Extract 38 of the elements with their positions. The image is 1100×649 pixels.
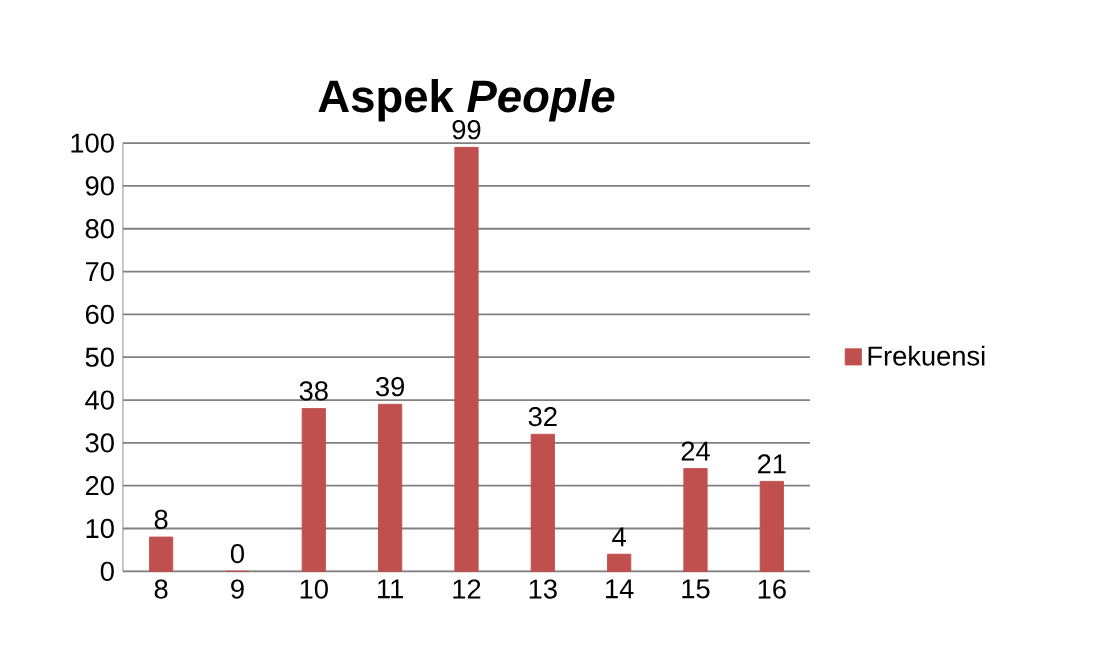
data-label: 39: [375, 376, 404, 397]
data-label: 24: [681, 441, 710, 461]
y-tick-label: 20: [85, 476, 114, 496]
bar: [301, 408, 326, 572]
x-tick-label: 9: [231, 579, 244, 599]
y-tick-label: 80: [85, 219, 114, 239]
data-label: 8: [154, 509, 168, 530]
data-label: 32: [528, 406, 557, 427]
data-label: 4: [612, 527, 626, 547]
bar: [378, 403, 403, 572]
bar: [683, 468, 708, 572]
x-tick-label: 8: [154, 579, 168, 599]
x-tick-label: 16: [758, 579, 786, 599]
data-label: 0: [230, 543, 244, 564]
x-tick-label: 13: [529, 579, 557, 599]
bar: [454, 146, 479, 572]
x-tick-label: 11: [378, 579, 403, 599]
legend-label: Frekuensi: [868, 345, 985, 366]
bar: [530, 433, 555, 572]
x-tick-label: 12: [453, 579, 481, 599]
data-label: 38: [299, 381, 328, 401]
y-tick-label: 40: [85, 390, 114, 410]
bar: [759, 480, 784, 572]
bar: [149, 536, 174, 572]
y-tick-label: 100: [71, 133, 114, 153]
x-tick-label: 10: [300, 579, 328, 599]
x-tick-label: 14: [606, 579, 634, 599]
data-label: 99: [452, 120, 481, 140]
y-tick-label: 70: [85, 261, 114, 282]
y-tick-label: 30: [85, 433, 114, 453]
data-label: 21: [758, 454, 786, 474]
bar: [607, 553, 632, 572]
y-tick-label: 50: [85, 347, 114, 367]
y-tick-label: 90: [85, 176, 114, 196]
y-tick-label: 0: [100, 561, 114, 581]
y-tick-label: 10: [86, 518, 114, 539]
y-tick-label: 60: [85, 304, 114, 325]
x-tick-label: 15: [682, 579, 710, 599]
